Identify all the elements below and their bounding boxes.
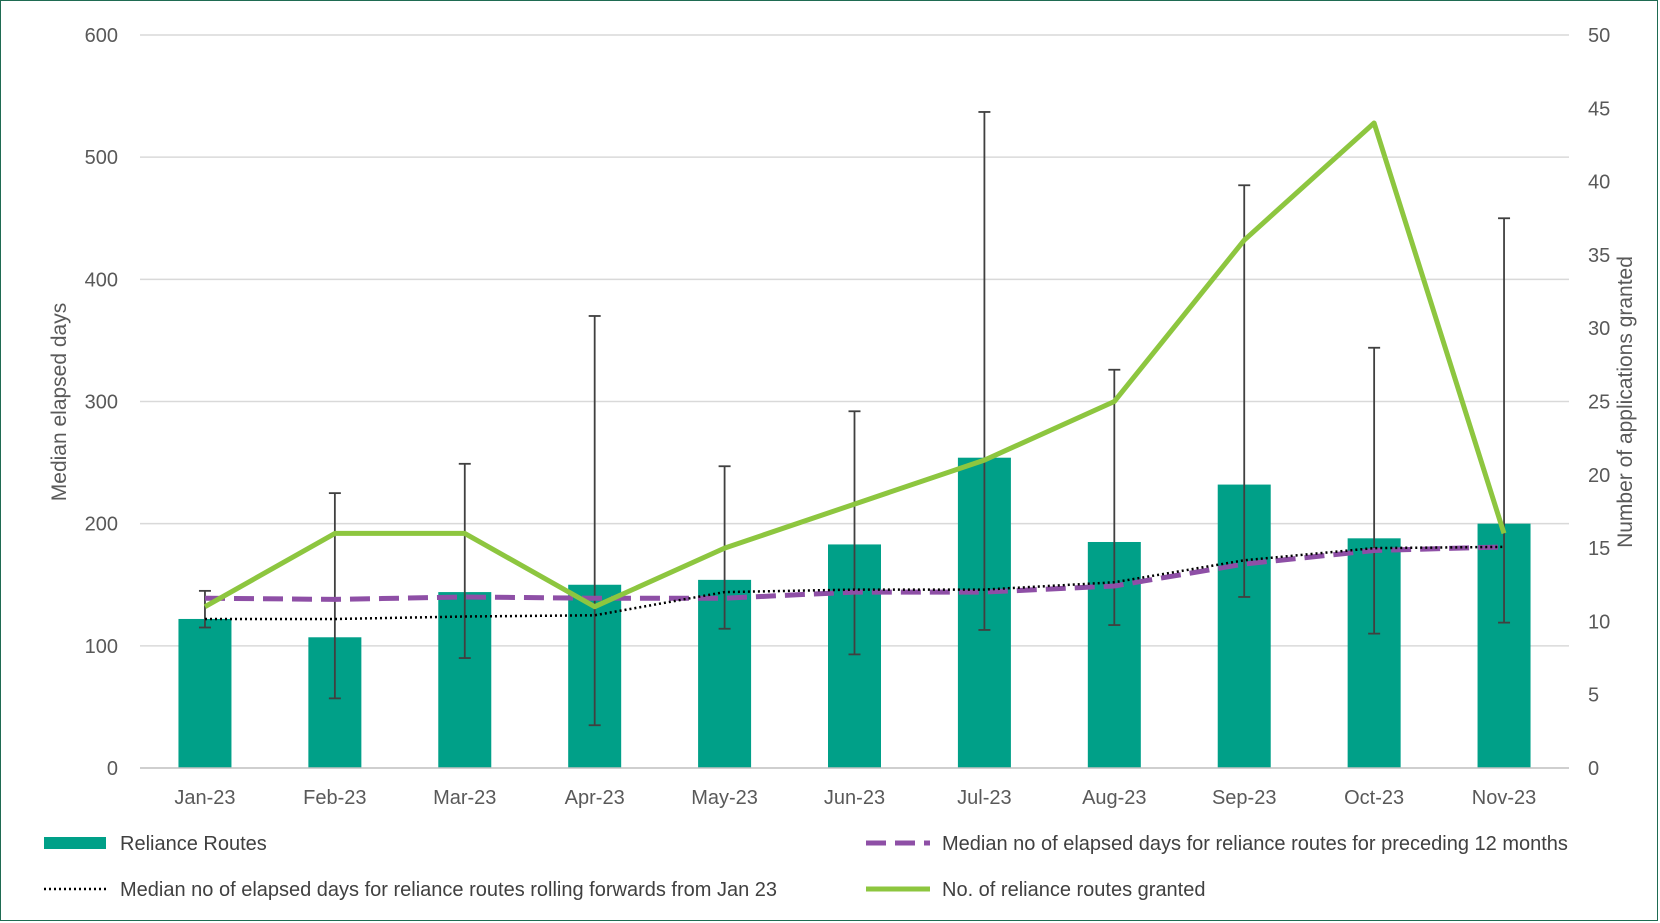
y-left-tick-label: 600 xyxy=(85,25,118,47)
legend-label: No. of reliance routes granted xyxy=(942,879,1206,901)
x-tick-label: Aug-23 xyxy=(1082,787,1147,809)
y-right-tick-label: 0 xyxy=(1588,758,1599,780)
legend-label: Reliance Routes xyxy=(120,833,267,855)
y-left-tick-label: 500 xyxy=(85,147,118,169)
y-right-tick-label: 15 xyxy=(1588,538,1610,560)
bar-series-reliance-routes xyxy=(178,457,1531,768)
legend-swatch xyxy=(44,837,106,849)
y-right-tick-label: 20 xyxy=(1588,465,1610,487)
y-right-tick-label: 5 xyxy=(1588,685,1599,707)
y-left-tick-label: 200 xyxy=(85,514,118,536)
legend-label: Median no of elapsed days for reliance r… xyxy=(120,879,777,901)
line-series-path xyxy=(203,120,1507,610)
y-right-tick-label: 40 xyxy=(1588,172,1610,194)
bar xyxy=(178,618,232,768)
y-right-tick-label: 30 xyxy=(1588,318,1610,340)
x-tick-label: Nov-23 xyxy=(1472,787,1536,809)
line-series xyxy=(203,120,1507,621)
y-axis-left-label: Median elapsed days xyxy=(48,303,71,501)
x-tick-label: Mar-23 xyxy=(433,787,496,809)
y-right-tick-label: 35 xyxy=(1588,245,1610,267)
gridlines xyxy=(140,34,1569,647)
y-left-tick-label: 100 xyxy=(85,636,118,658)
line-series-path xyxy=(204,544,1505,602)
legend: Reliance Routes Median no of elapsed days… xyxy=(44,833,1568,901)
legend-label: Median no of elapsed days for reliance r… xyxy=(942,833,1568,855)
y-right-tick-label: 25 xyxy=(1588,392,1610,414)
line-series-path xyxy=(205,545,1505,621)
y-right-tick-label: 50 xyxy=(1588,25,1610,47)
error-bars xyxy=(198,111,1511,727)
x-tick-label: Sep-23 xyxy=(1212,787,1277,809)
x-tick-label: Apr-23 xyxy=(565,787,625,809)
y-left-tick-label: 0 xyxy=(107,758,118,780)
x-tick-label: Jun-23 xyxy=(824,787,885,809)
x-tick-label: Oct-23 xyxy=(1344,787,1404,809)
x-tick-label: Jul-23 xyxy=(957,787,1011,809)
y-right-tick-label: 45 xyxy=(1588,98,1610,120)
y-right-tick-label: 10 xyxy=(1588,611,1610,633)
x-tick-label: Feb-23 xyxy=(303,787,366,809)
x-tick-label: May-23 xyxy=(691,787,758,809)
y-left-tick-label: 400 xyxy=(85,269,118,291)
y-left-tick-label: 300 xyxy=(85,392,118,414)
x-tick-label: Jan-23 xyxy=(174,787,235,809)
axes: 0 100 200 300 400 500 600 0 5 10 15 20 25 30 35 40 45 50 J… xyxy=(85,25,1611,809)
y-axis-right-label: Number of applications granted xyxy=(1614,256,1637,548)
